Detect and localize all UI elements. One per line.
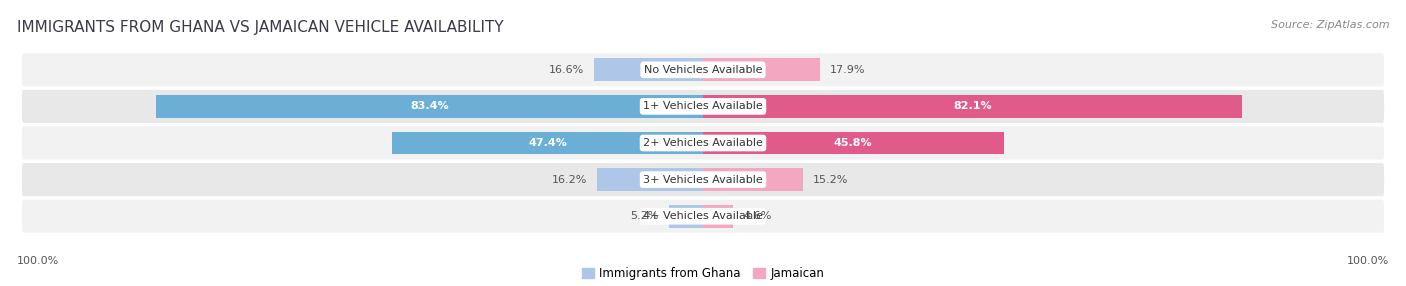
- Bar: [703, 168, 803, 191]
- Text: 15.2%: 15.2%: [813, 175, 848, 184]
- Text: 1+ Vehicles Available: 1+ Vehicles Available: [643, 102, 763, 111]
- Text: 82.1%: 82.1%: [953, 102, 991, 111]
- Bar: [156, 95, 703, 118]
- Text: 2+ Vehicles Available: 2+ Vehicles Available: [643, 138, 763, 148]
- Bar: [703, 58, 821, 81]
- FancyBboxPatch shape: [21, 125, 1385, 161]
- Text: 16.6%: 16.6%: [548, 65, 585, 75]
- Text: 100.0%: 100.0%: [1347, 256, 1389, 266]
- Text: IMMIGRANTS FROM GHANA VS JAMAICAN VEHICLE AVAILABILITY: IMMIGRANTS FROM GHANA VS JAMAICAN VEHICL…: [17, 20, 503, 35]
- Bar: [703, 95, 1241, 118]
- Text: 47.4%: 47.4%: [529, 138, 567, 148]
- Bar: [392, 132, 703, 154]
- Text: 17.9%: 17.9%: [831, 65, 866, 75]
- FancyBboxPatch shape: [21, 52, 1385, 88]
- Text: 5.2%: 5.2%: [631, 211, 659, 221]
- FancyBboxPatch shape: [21, 198, 1385, 234]
- Text: 83.4%: 83.4%: [411, 102, 449, 111]
- Text: 4+ Vehicles Available: 4+ Vehicles Available: [643, 211, 763, 221]
- Bar: [595, 58, 703, 81]
- Text: 100.0%: 100.0%: [17, 256, 59, 266]
- FancyBboxPatch shape: [21, 162, 1385, 198]
- Text: Source: ZipAtlas.com: Source: ZipAtlas.com: [1271, 20, 1389, 30]
- Text: 45.8%: 45.8%: [834, 138, 873, 148]
- Bar: [703, 205, 733, 228]
- FancyBboxPatch shape: [21, 88, 1385, 124]
- Text: 16.2%: 16.2%: [551, 175, 586, 184]
- Text: 4.6%: 4.6%: [742, 211, 772, 221]
- Legend: Immigrants from Ghana, Jamaican: Immigrants from Ghana, Jamaican: [582, 267, 824, 280]
- Text: No Vehicles Available: No Vehicles Available: [644, 65, 762, 75]
- Text: 3+ Vehicles Available: 3+ Vehicles Available: [643, 175, 763, 184]
- Bar: [596, 168, 703, 191]
- Bar: [669, 205, 703, 228]
- Bar: [703, 132, 1004, 154]
